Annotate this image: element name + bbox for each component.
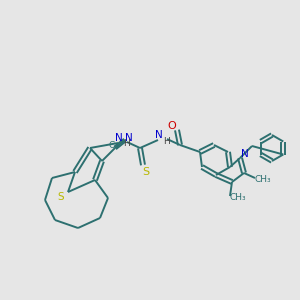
Text: H: H <box>163 137 170 146</box>
Text: S: S <box>142 167 150 177</box>
Text: C: C <box>109 140 115 149</box>
Text: CH₃: CH₃ <box>230 194 246 202</box>
Text: N: N <box>155 130 163 140</box>
Text: N: N <box>241 149 249 159</box>
Text: S: S <box>58 192 64 202</box>
Text: N: N <box>125 133 133 143</box>
Text: O: O <box>168 121 176 131</box>
Text: CH₃: CH₃ <box>255 175 271 184</box>
Text: N: N <box>115 133 123 143</box>
Text: H: H <box>123 140 129 148</box>
